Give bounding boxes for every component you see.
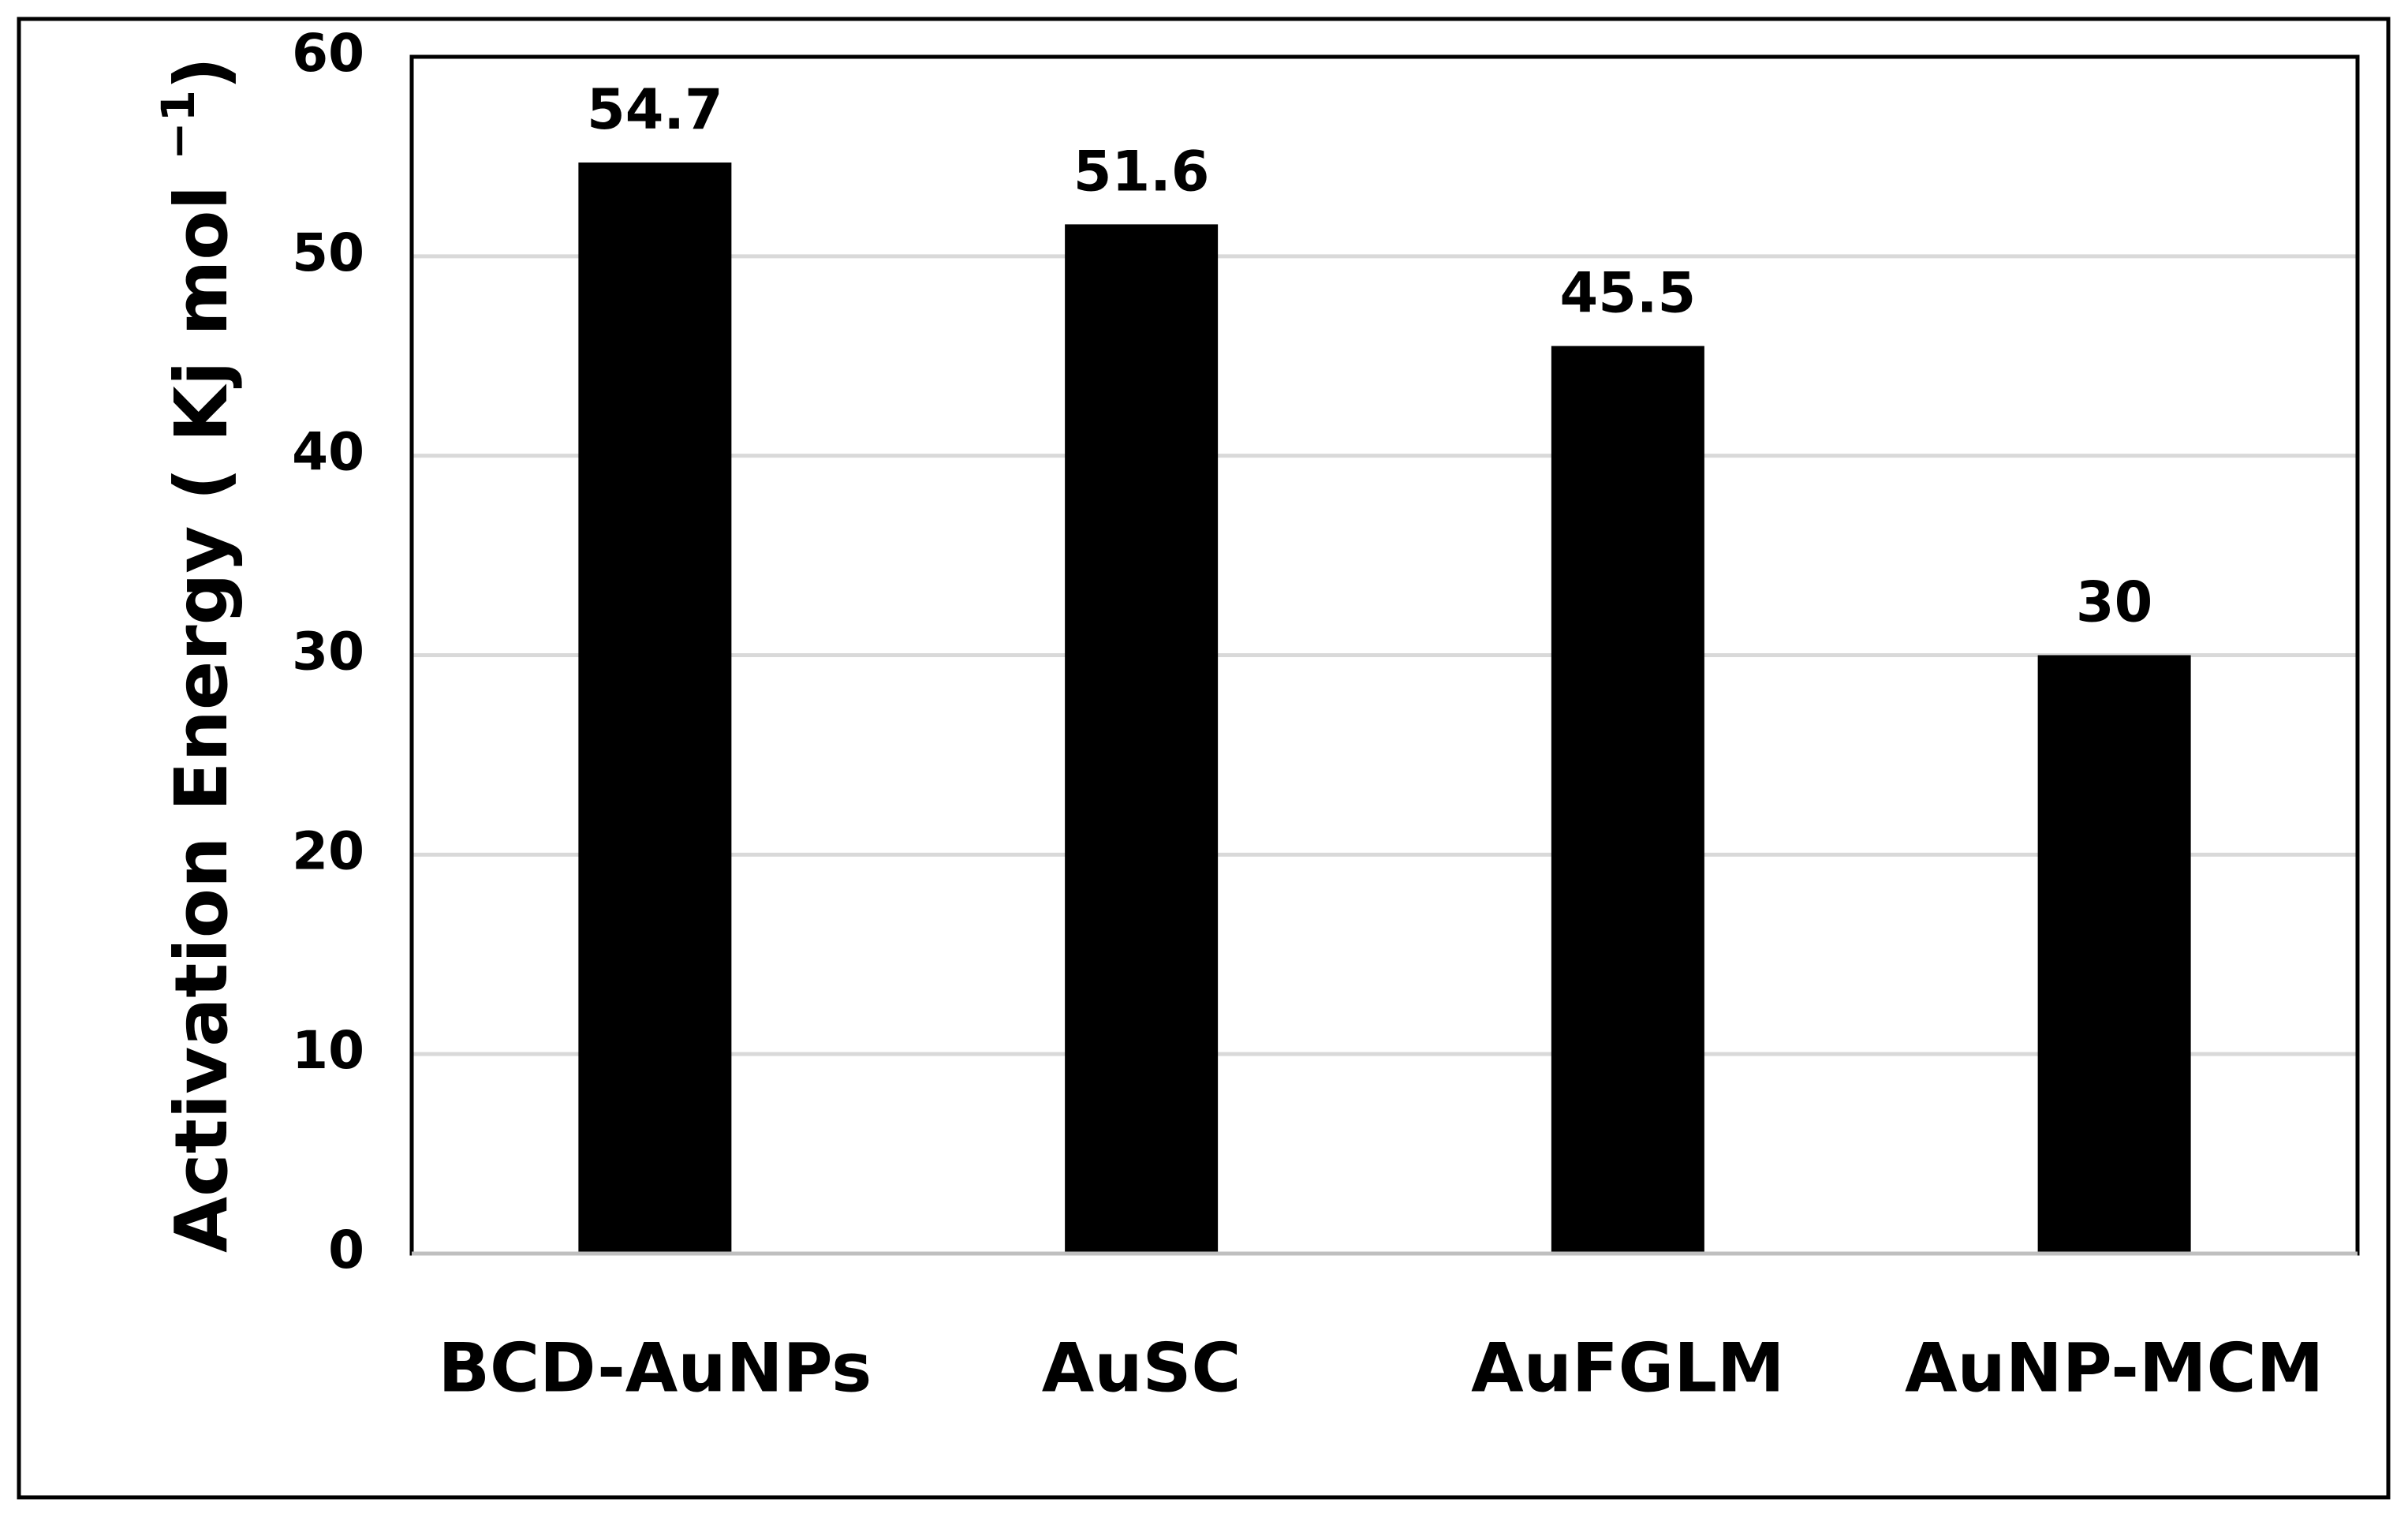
y-axis-title-end: ) <box>159 57 244 90</box>
bar <box>1065 224 1219 1254</box>
y-tick-label: 40 <box>292 422 364 483</box>
y-tick-label: 30 <box>292 622 364 682</box>
bar <box>2037 655 2191 1254</box>
value-label: 45.5 <box>1560 261 1697 326</box>
y-tick-label: 20 <box>292 820 364 881</box>
value-label: 54.7 <box>587 77 723 142</box>
y-tick-label: 60 <box>292 23 364 84</box>
value-label: 30 <box>2076 570 2152 635</box>
y-tick-label: 0 <box>328 1220 364 1280</box>
y-axis-title: Activation Energy ( Kj mol −1) <box>151 57 244 1253</box>
y-tick-label: 10 <box>292 1020 364 1081</box>
x-tick-label: AuNP-MCM <box>1905 1329 2324 1407</box>
y-axis-title-main: Activation Energy ( Kj mol <box>159 185 244 1253</box>
x-tick-label: AuSC <box>1042 1329 1241 1407</box>
value-label: 51.6 <box>1073 139 1210 204</box>
y-axis-title-superscript: −1 <box>151 90 205 160</box>
y-tick-label: 50 <box>292 222 364 283</box>
x-tick-label: BCD-AuNPs <box>438 1329 872 1407</box>
x-tick-label: AuFGLM <box>1471 1329 1785 1407</box>
bar <box>1551 346 1704 1254</box>
bar <box>578 163 732 1254</box>
